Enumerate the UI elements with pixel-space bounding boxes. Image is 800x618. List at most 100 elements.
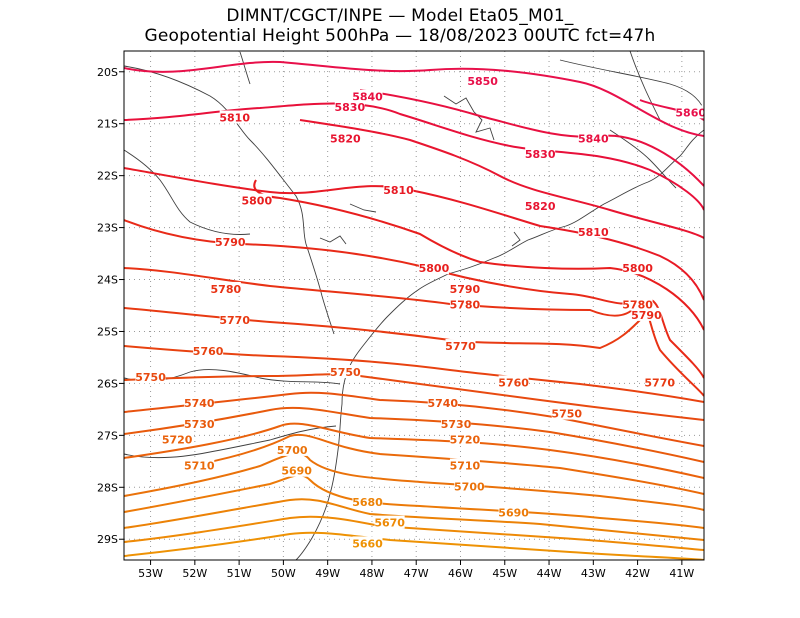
- contour-label-bg: [551, 406, 582, 420]
- y-tick-label: 28S: [97, 481, 118, 494]
- state-border: [124, 149, 251, 235]
- lake: [349, 203, 377, 213]
- y-tick-label: 23S: [97, 222, 118, 235]
- contour-label-bg: [427, 396, 458, 410]
- contour-label-bg: [334, 100, 365, 114]
- contour-label-bg: [330, 365, 361, 379]
- contour-label: 5800: [242, 195, 273, 208]
- state-border: [239, 51, 251, 85]
- contours: [124, 60, 704, 560]
- contour-label-bg: [193, 344, 224, 358]
- contour-5710: [199, 433, 704, 495]
- contour-label: 5810: [578, 226, 609, 239]
- contour-label-bg: [184, 416, 215, 430]
- contour-label: 5800: [622, 262, 653, 275]
- contour-label: 5700: [277, 444, 308, 457]
- x-tick-label: 48W: [360, 567, 385, 580]
- state-border: [124, 425, 337, 459]
- contour-label: 5690: [281, 465, 312, 478]
- contour-label: 5790: [450, 283, 481, 296]
- contour-label-bg: [184, 458, 215, 472]
- contour-5810: [124, 167, 704, 301]
- contour-label: 5830: [525, 148, 556, 161]
- contour-label-bg: [219, 313, 250, 327]
- contour-label-bg: [445, 339, 476, 353]
- contour-label-bg: [622, 261, 653, 275]
- contour-label: 5820: [525, 200, 556, 213]
- contour-label: 5730: [441, 418, 472, 431]
- contour-label-bg: [281, 463, 312, 477]
- contour-label-bg: [449, 281, 480, 295]
- contour-label: 5820: [330, 132, 361, 145]
- contour-label: 5700: [454, 480, 485, 493]
- contour-label-bg: [449, 297, 480, 311]
- contour-label-bg: [454, 479, 485, 493]
- contour-label: 5770: [644, 376, 675, 389]
- contour-5830: [124, 102, 704, 211]
- y-tick-label: 25S: [97, 325, 118, 338]
- y-tick-label: 20S: [97, 66, 118, 79]
- x-tick-label: 46W: [448, 567, 473, 580]
- contour-label-bg: [449, 458, 480, 472]
- contour-5780: [124, 267, 704, 397]
- contour-label: 5750: [135, 371, 166, 384]
- x-tick-label: 41W: [669, 567, 694, 580]
- x-tick-label: 47W: [404, 567, 429, 580]
- contour-label-bg: [219, 110, 250, 124]
- contour-5680: [124, 498, 704, 541]
- contour-label: 5780: [211, 283, 242, 296]
- contour-label: 5780: [622, 299, 653, 312]
- contour-label-bg: [352, 536, 383, 550]
- contour-label: 5790: [215, 236, 246, 249]
- x-tick-label: 42W: [625, 567, 650, 580]
- coastline-path: [295, 129, 704, 560]
- contour-label: 5830: [334, 101, 365, 114]
- contour-label: 5790: [631, 309, 662, 322]
- contour-label-bg: [210, 281, 241, 295]
- contour-label: 5730: [184, 418, 215, 431]
- contour-label: 5800: [419, 262, 450, 275]
- contour-label-bg: [374, 515, 405, 529]
- contour-label: 5770: [445, 340, 476, 353]
- contour-5750: [124, 373, 704, 421]
- contour-label: 5840: [578, 132, 609, 145]
- contour-label-bg: [498, 505, 529, 519]
- contour-label-bg: [441, 416, 472, 430]
- contour-5730: [124, 406, 704, 463]
- contour-label-bg: [352, 494, 383, 508]
- title-line-2: Geopotential Height 500hPa — 18/08/2023 …: [144, 26, 656, 46]
- state-border: [559, 59, 704, 111]
- contour-label-bg: [498, 375, 529, 389]
- contour-label: 5710: [184, 460, 215, 473]
- x-tick-label: 50W: [271, 567, 296, 580]
- y-axis: 20S 21S 22S 23S 24S 25S 26S 27S 28S 29S: [97, 66, 124, 546]
- contour-label: 5850: [467, 75, 498, 88]
- contour-label-bg: [215, 235, 246, 249]
- contour-label-bg: [622, 297, 653, 311]
- contour-labels: 5850586058405840583058305820582058105810…: [135, 74, 706, 550]
- contour-5660: [124, 531, 704, 560]
- contour-label-bg: [383, 183, 414, 197]
- contour-label-bg: [162, 432, 193, 446]
- contour-label: 5680: [352, 496, 383, 509]
- contour-label-bg: [467, 74, 498, 88]
- x-tick-label: 45W: [492, 567, 517, 580]
- contour-label: 5860: [675, 106, 706, 119]
- contour-label: 5810: [219, 112, 250, 125]
- x-tick-label: 51W: [227, 567, 252, 580]
- contour-5740: [124, 391, 704, 447]
- contour-label: 5810: [383, 184, 414, 197]
- contour-label-bg: [525, 146, 556, 160]
- lake: [511, 231, 521, 247]
- contour-label-bg: [135, 370, 166, 384]
- contour-label: 5740: [184, 397, 215, 410]
- x-tick-label: 53W: [138, 567, 163, 580]
- contour-label-bg: [241, 193, 272, 207]
- graticule: [124, 51, 704, 560]
- contour-label: 5720: [162, 434, 193, 447]
- contour-5770: [124, 307, 641, 350]
- y-tick-label: 24S: [97, 274, 118, 287]
- contour-label-bg: [578, 224, 609, 238]
- x-tick-label: 44W: [537, 567, 562, 580]
- contour-5720: [124, 422, 704, 479]
